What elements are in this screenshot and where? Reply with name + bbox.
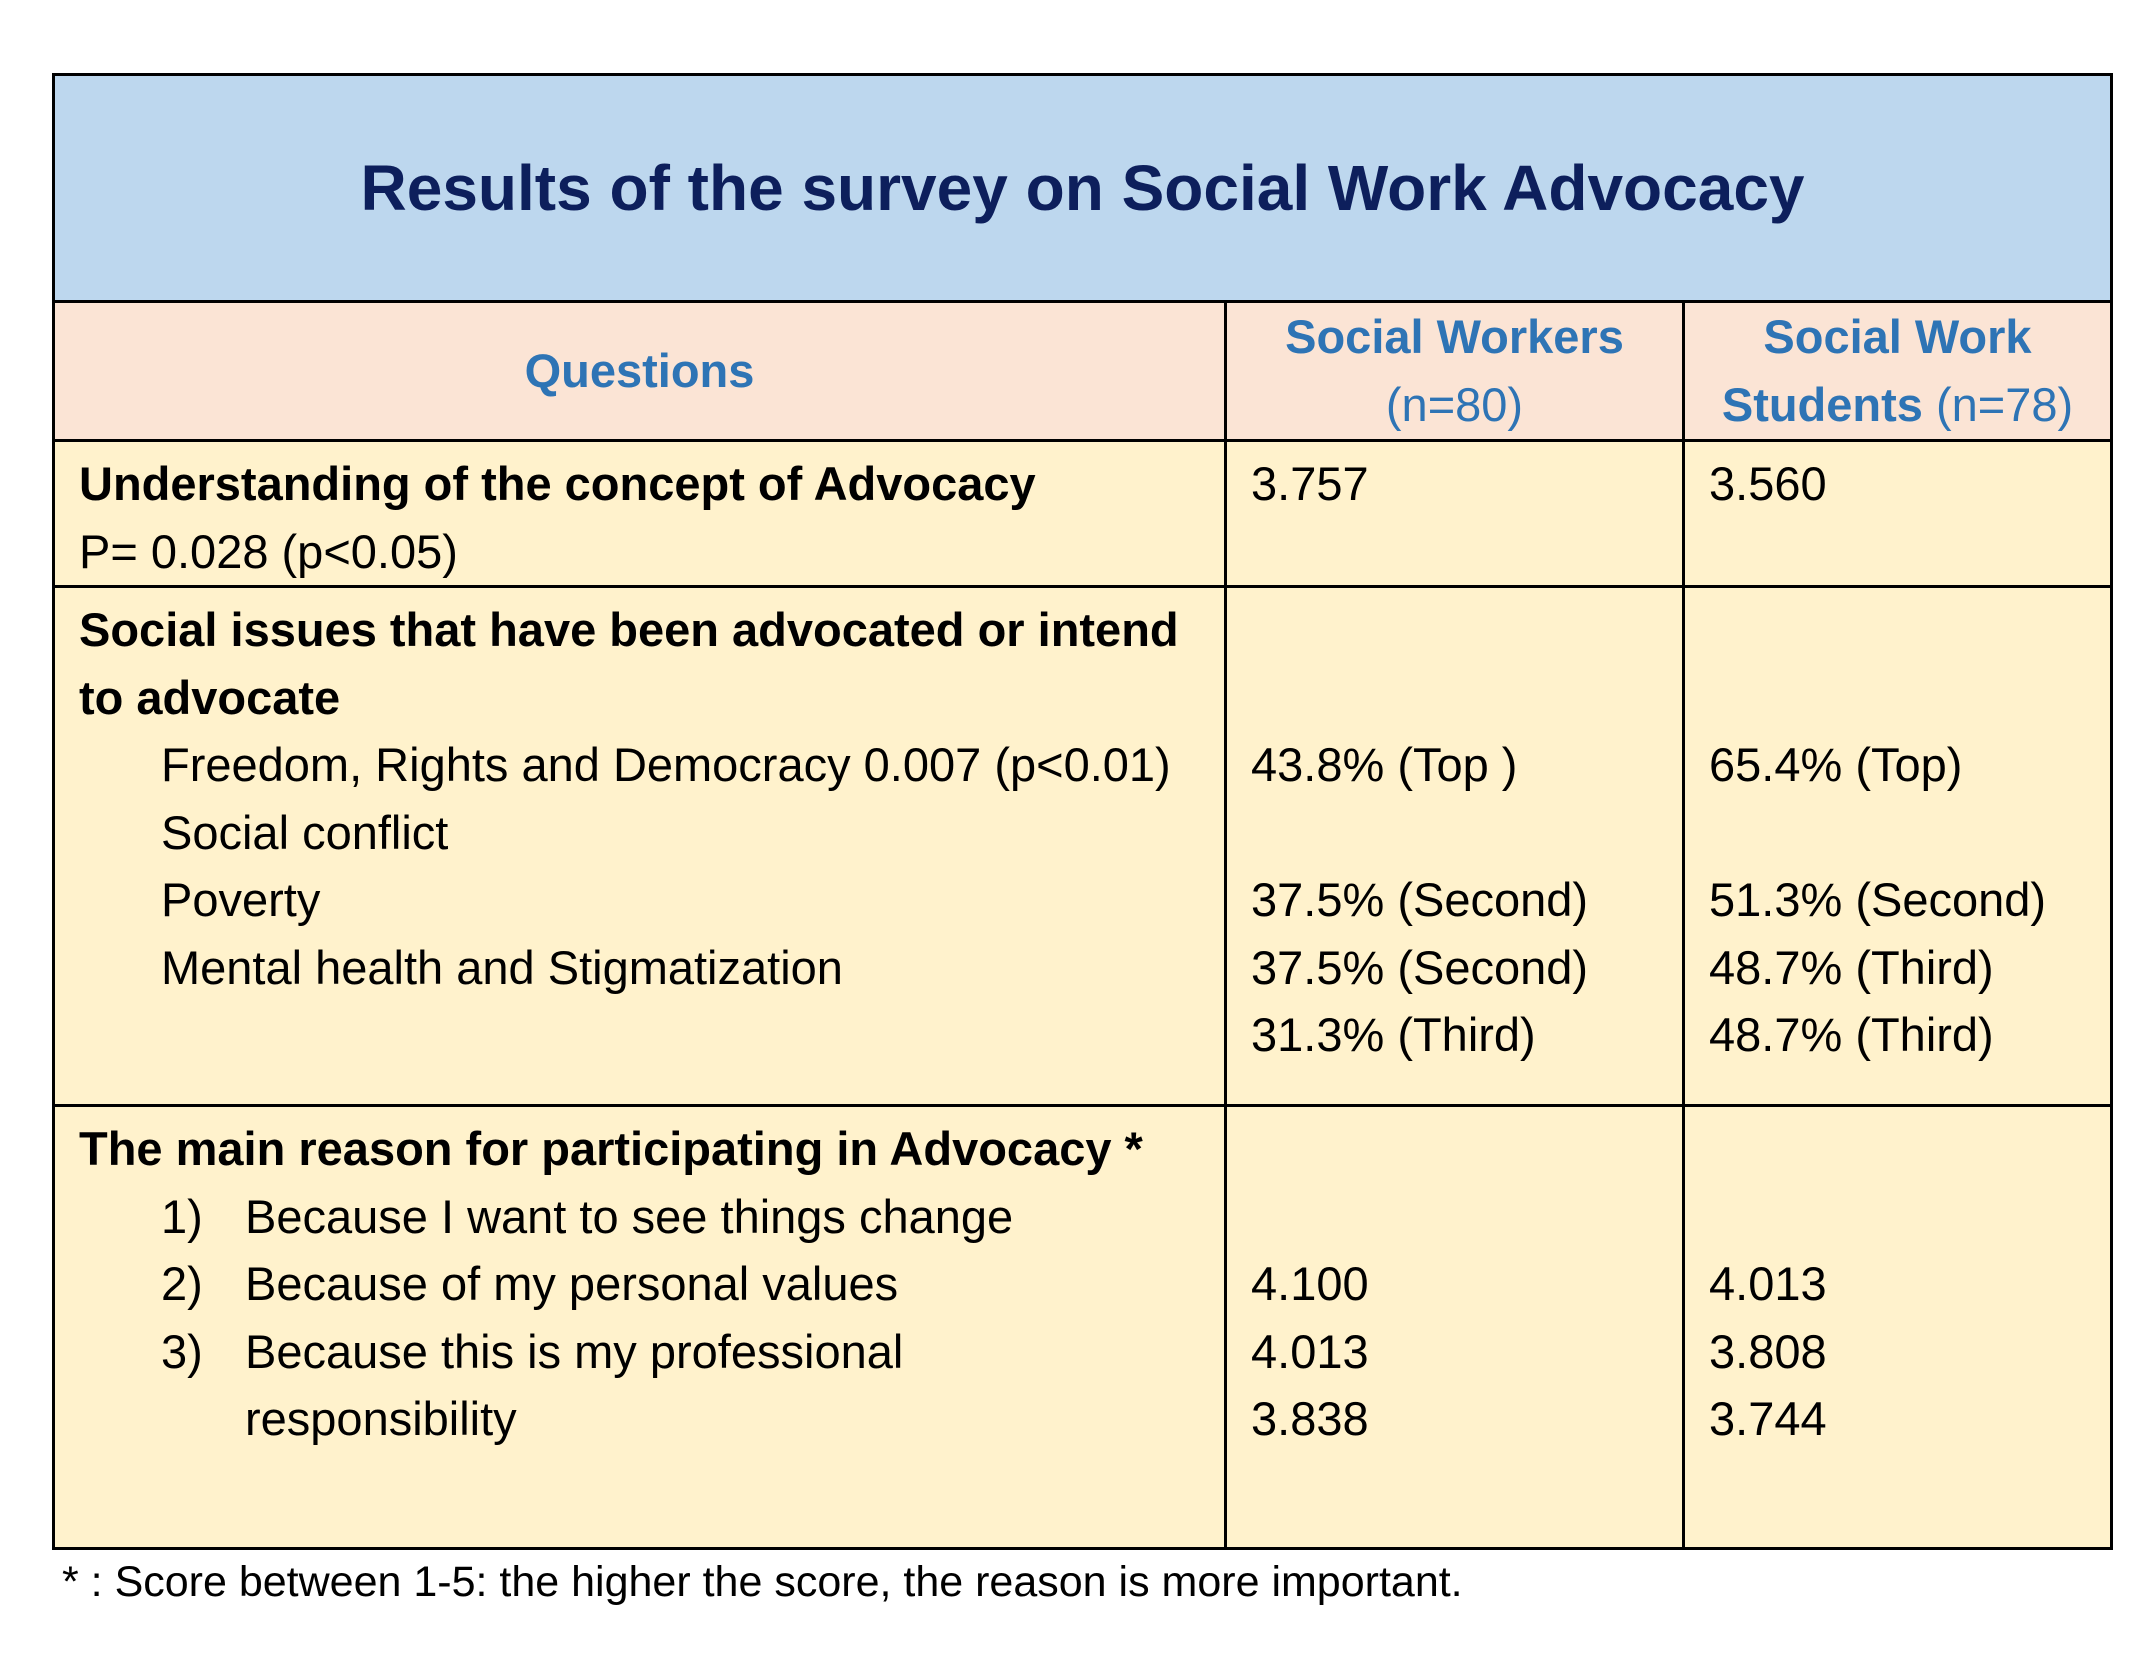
row-issues-workers: 43.8% (Top ) 37.5% (Second) 37.5% (Secon… (1224, 585, 1685, 1107)
students-label-line1: Social Work (1763, 310, 2032, 363)
issue-workers-value: 43.8% (Top ) (1251, 738, 1518, 791)
reason-label: Because of my personal values (245, 1257, 899, 1310)
reason-item: 3) Because this is my professional (79, 1318, 1200, 1386)
row-reasons-students: 4.013 3.808 3.744 (1682, 1104, 2113, 1550)
row-understanding-question: Understanding of the concept of Advocacy… (52, 439, 1227, 588)
results-table: Results of the survey on Social Work Adv… (52, 73, 2113, 1550)
issue-item: Freedom, Rights and Democracy 0.007 (p<0… (161, 738, 1171, 791)
reason-workers-value: 4.100 (1251, 1257, 1369, 1310)
issue-item: Mental health and Stigmatization (161, 940, 843, 994)
row-understanding-students: 3.560 (1682, 439, 2113, 588)
section1-pvalue: P= 0.028 (p<0.05) (79, 524, 458, 578)
issue-students-value: 51.3% (Second) (1709, 873, 2047, 926)
row-reasons-question: The main reason for participating in Adv… (52, 1104, 1227, 1550)
reason-number: 2) (161, 1257, 203, 1310)
issue-workers-value: 37.5% (Second) (1251, 873, 1589, 926)
section1-students-value: 3.560 (1709, 457, 1827, 510)
issue-workers-value: 37.5% (Second) (1251, 940, 1589, 994)
issue-students-value: 48.7% (Third) (1709, 1008, 1994, 1061)
issue-item: Social conflict (161, 805, 449, 859)
reason-number: 3) (161, 1324, 203, 1378)
row-issues-students: 65.4% (Top) 51.3% (Second) 48.7% (Third)… (1682, 585, 2113, 1107)
issue-workers-value: 31.3% (Third) (1251, 1008, 1536, 1061)
workers-label: Social Workers (1285, 310, 1624, 363)
reason-item: 2) Because of my personal values (79, 1250, 1200, 1318)
reason-workers-value: 4.013 (1251, 1324, 1369, 1378)
reason-label-continued: responsibility (245, 1392, 517, 1445)
workers-n: (n=80) (1385, 378, 1524, 431)
header-social-work-students: Social Work Students (n=78) (1682, 300, 2113, 442)
reason-students-value: 4.013 (1709, 1257, 1827, 1310)
issue-students-value: 65.4% (Top) (1709, 738, 1963, 791)
header-questions: Questions (52, 300, 1227, 442)
row-issues-question: Social issues that have been advocated o… (52, 585, 1227, 1107)
issue-students-value: 48.7% (Third) (1709, 940, 1994, 994)
header-social-workers: Social Workers (n=80) (1224, 300, 1685, 442)
students-label-line2: Students (1721, 378, 1923, 431)
reason-number: 1) (161, 1189, 203, 1243)
section2-heading: Social issues that have been advocated o… (79, 603, 1179, 724)
section1-workers-value: 3.757 (1251, 457, 1369, 510)
section3-heading: The main reason for participating in Adv… (79, 1122, 1143, 1175)
reason-item: 1) Because I want to see things change (79, 1183, 1200, 1251)
row-reasons-workers: 4.100 4.013 3.838 (1224, 1104, 1685, 1550)
reason-label: Because this is my professional (245, 1324, 904, 1378)
reason-label: Because I want to see things change (245, 1189, 1014, 1243)
row-understanding-workers: 3.757 (1224, 439, 1685, 588)
reason-workers-value: 3.838 (1251, 1392, 1369, 1445)
survey-document: Results of the survey on Social Work Adv… (52, 73, 2113, 1607)
table-title: Results of the survey on Social Work Adv… (52, 73, 2113, 303)
footnote: * : Score between 1-5: the higher the sc… (62, 1558, 1463, 1606)
section1-heading: Understanding of the concept of Advocacy (79, 457, 1036, 510)
reason-students-value: 3.744 (1709, 1392, 1827, 1445)
students-n: (n=78) (1935, 378, 2074, 431)
issue-item: Poverty (161, 873, 321, 926)
reason-students-value: 3.808 (1709, 1324, 1827, 1378)
